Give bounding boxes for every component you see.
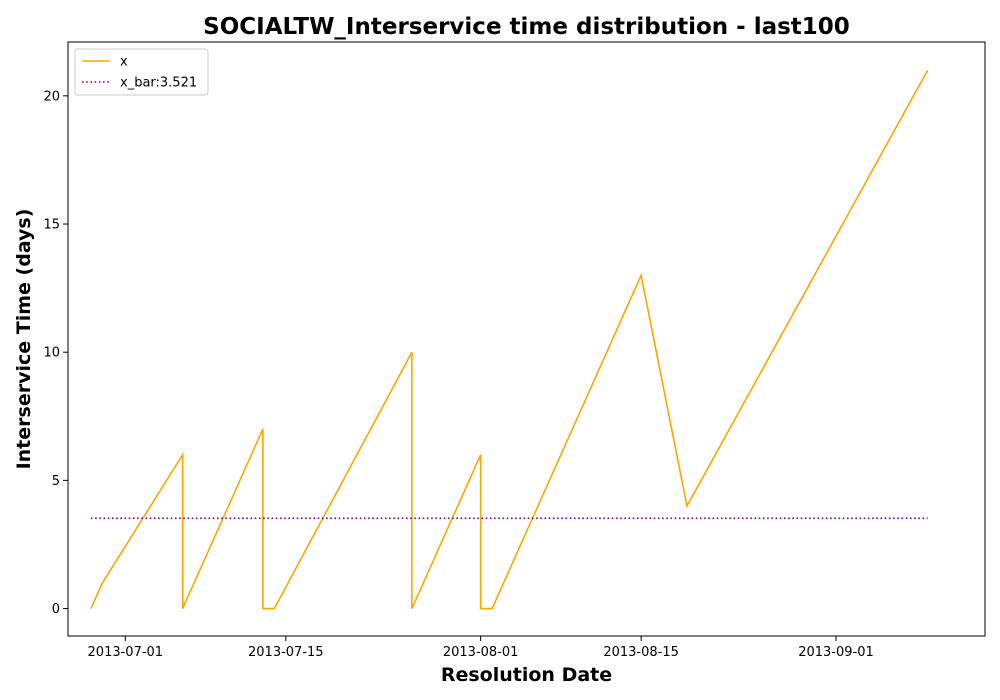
- x-tick-label: 2013-09-01: [798, 645, 874, 660]
- series-line-x: [90, 69, 929, 610]
- x-tick-label: 2013-08-15: [603, 645, 679, 660]
- x-axis: 2013-07-01 2013-07-15 2013-08-01 2013-08-15…: [88, 636, 874, 660]
- y-axis-label: Interservice Time (days): [13, 209, 35, 470]
- y-axis: 0 5 10 15 20: [43, 89, 68, 617]
- x-tick-label: 2013-07-15: [248, 645, 324, 660]
- y-tick-label: 20: [43, 89, 60, 104]
- x-tick-label: 2013-08-01: [443, 645, 519, 660]
- y-tick-label: 5: [52, 474, 60, 489]
- chart-title: SOCIALTW_Interservice time distribution …: [203, 14, 850, 40]
- plot-area: [67, 41, 986, 637]
- x-tick-label: 2013-07-01: [88, 645, 164, 660]
- legend-entry: x: [120, 55, 128, 70]
- x-axis-label: Resolution Date: [441, 664, 612, 686]
- legend-entry: x_bar:3.521: [120, 76, 197, 91]
- series-layer: [90, 69, 929, 610]
- legend: x x_bar:3.521: [74, 48, 209, 96]
- y-tick-label: 10: [43, 346, 60, 361]
- y-tick-label: 0: [52, 602, 60, 617]
- y-tick-label: 15: [43, 218, 60, 233]
